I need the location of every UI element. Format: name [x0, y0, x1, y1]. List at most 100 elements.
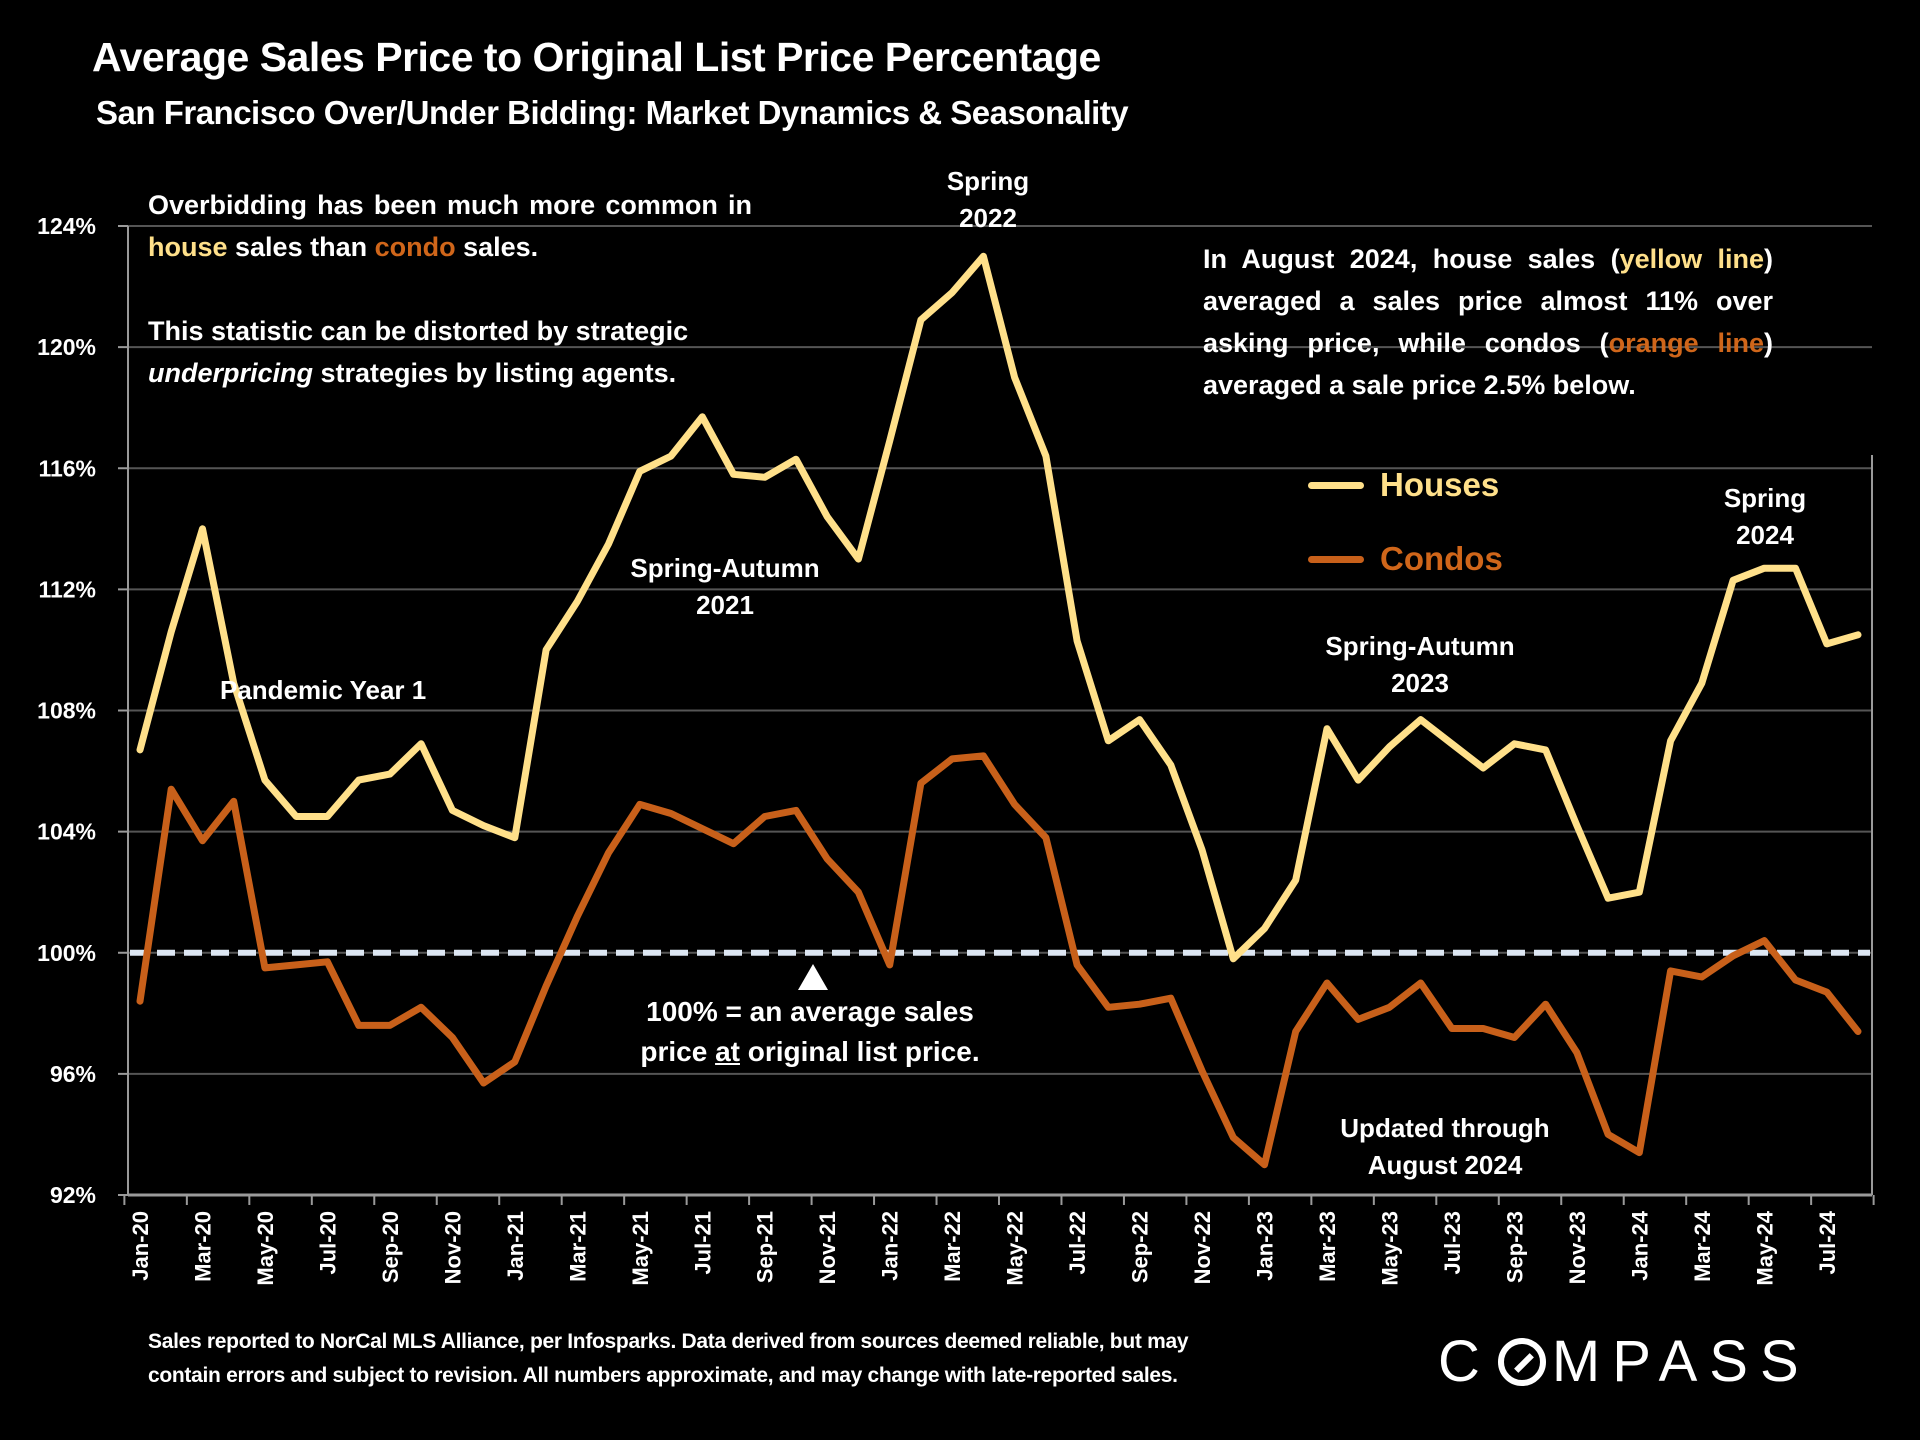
x-tick-label: May-24: [1752, 1210, 1777, 1285]
x-tick-label: May-23: [1377, 1211, 1402, 1286]
y-tick-label: 124%: [37, 213, 96, 239]
note-text: Overbidding has been much more common in: [148, 190, 752, 220]
note-house-highlight: house: [148, 232, 228, 262]
note-overbidding-p2: This statistic can be distorted by strat…: [148, 310, 752, 394]
legend-item-houses: Houses: [1308, 448, 1503, 522]
annotation-spring-2024: Spring 2024: [1695, 480, 1835, 554]
y-tick-label: 116%: [38, 455, 96, 481]
series-group: [136, 252, 1862, 1169]
x-tick-label: Jul-21: [690, 1211, 715, 1275]
legend-label-condos: Condos: [1380, 540, 1503, 577]
y-tick-label: 104%: [37, 819, 96, 845]
note-text: sales.: [455, 232, 539, 262]
legend: Houses Condos: [1308, 448, 1503, 596]
x-tick-label: Jan-24: [1627, 1210, 1652, 1280]
x-tick-label: Jan-23: [1253, 1211, 1278, 1281]
footnote-line: Sales reported to NorCal MLS Alliance, p…: [148, 1330, 1189, 1353]
note-orange-line: orange line: [1608, 328, 1764, 358]
note-text: strategies by listing agents.: [313, 358, 677, 388]
series-line-houses: [136, 252, 1862, 963]
x-tick-label: May-22: [1003, 1211, 1028, 1286]
annotation-line: 2021: [696, 590, 754, 620]
y-tick-label: 96%: [50, 1061, 96, 1087]
legend-swatch-condos: [1308, 555, 1364, 563]
annotation-line: Updated through: [1340, 1113, 1550, 1143]
note-text: This statistic can be distorted by strat…: [148, 316, 689, 346]
x-tick-label: Nov-21: [815, 1211, 840, 1284]
x-tick-label: Sep-20: [378, 1211, 403, 1283]
x-tick-label: Jul-20: [315, 1211, 340, 1275]
x-tick-label: Jan-21: [503, 1211, 528, 1281]
annotation-text: original list price.: [739, 1036, 980, 1067]
note-text: sales than: [227, 232, 375, 262]
annotation-line: price at original list price.: [620, 1032, 1000, 1072]
baseline-arrow-icon: [798, 964, 828, 990]
x-tick-label: Jul-22: [1065, 1211, 1090, 1275]
note-yellow-line: yellow line: [1619, 244, 1764, 274]
compass-logo: C MPASS: [1438, 1328, 1811, 1395]
x-tick-label: Mar-24: [1690, 1210, 1715, 1282]
annotation-line: 2023: [1391, 668, 1449, 698]
note-text: In August 2024, house sales (: [1203, 244, 1620, 274]
y-tick-label: 100%: [37, 940, 96, 966]
note-text: ) averaged a sale price 2.5% below.: [1203, 328, 1773, 400]
y-tick-label: 112%: [38, 576, 96, 602]
annotation-line: 100% = an average sales: [646, 996, 974, 1027]
annotation-spring-2022: Spring 2022: [918, 163, 1058, 237]
note-overbidding: Overbidding has been much more common in…: [148, 184, 752, 394]
x-tick-label: Jul-23: [1440, 1211, 1465, 1275]
annotation-line: 2024: [1736, 520, 1794, 550]
annotation-underlined: at: [715, 1036, 740, 1067]
footnote-line: contain errors and subject to revision. …: [148, 1364, 1178, 1387]
compass-o-icon: [1497, 1337, 1546, 1386]
annotation-line: August 2024: [1367, 1150, 1523, 1180]
annotation-line: Spring-Autumn: [1325, 631, 1515, 661]
x-tick-label: Nov-20: [440, 1211, 465, 1284]
note-august-2024: In August 2024, house sales (yellow line…: [1203, 238, 1773, 406]
annotation-baseline-explainer: 100% = an average sales price at origina…: [620, 992, 1000, 1072]
x-tick-label: Sep-22: [1128, 1211, 1153, 1283]
y-tick-label: 92%: [50, 1182, 96, 1208]
x-tick-label: Jan-20: [128, 1211, 153, 1281]
logo-text: C: [1438, 1329, 1492, 1394]
note-condo-highlight: condo: [374, 232, 456, 262]
x-tick-label: May-21: [628, 1211, 653, 1286]
x-tick-label: Mar-21: [565, 1211, 590, 1282]
footnote: Sales reported to NorCal MLS Alliance, p…: [148, 1325, 1189, 1393]
x-tick-label: Mar-22: [940, 1211, 965, 1282]
x-tick-label: Nov-23: [1565, 1211, 1590, 1284]
x-tick-label: Jul-24: [1815, 1210, 1840, 1274]
gridlines: [128, 225, 1872, 1075]
x-tick-label: Sep-23: [1502, 1211, 1527, 1283]
legend-swatch-houses: [1308, 481, 1364, 489]
annotation-line: Spring: [1723, 483, 1807, 513]
note-overbidding-p1: Overbidding has been much more common in…: [148, 184, 752, 268]
annotation-line: Spring: [946, 166, 1030, 196]
x-tick-label: Sep-21: [753, 1211, 778, 1283]
annotation-updated-through: Updated through August 2024: [1310, 1110, 1580, 1184]
y-tick-label: 120%: [37, 334, 96, 360]
y-tick-label: 108%: [37, 698, 96, 724]
x-tick-label: Mar-20: [190, 1211, 215, 1282]
annotation-line: 2022: [959, 203, 1017, 233]
annotation-pandemic-year-1: Pandemic Year 1: [220, 675, 427, 705]
x-tick-label: Mar-23: [1315, 1211, 1340, 1282]
logo-text: MPASS: [1551, 1329, 1811, 1394]
annotation-line: Spring-Autumn: [630, 553, 820, 583]
chart-subtitle: San Francisco Over/Under Bidding: Market…: [96, 94, 1129, 131]
annotation-spring-autumn-2021: Spring-Autumn 2021: [610, 550, 840, 624]
chart-title: Average Sales Price to Original List Pri…: [92, 34, 1101, 80]
note-text: ) averaged a sales price almost 11% over…: [1203, 244, 1773, 358]
x-tick-label: May-20: [253, 1211, 278, 1286]
series-line-condos: [136, 752, 1862, 1169]
x-axis: Jan-20 Mar-20 May-20 Jul-20 Sep-20 Nov-20 Jan-…: [123, 1193, 1875, 1286]
annotation-spring-autumn-2023: Spring-Autumn 2023: [1300, 628, 1540, 702]
note-emphasis: underpricing: [148, 358, 314, 388]
x-tick-label: Nov-22: [1190, 1211, 1215, 1284]
legend-label-houses: Houses: [1380, 466, 1500, 503]
legend-item-condos: Condos: [1308, 522, 1503, 596]
annotation-text: price: [640, 1036, 716, 1067]
y-axis: 92% 96% 100% 104% 108% 112% 116% 120% 124%: [37, 213, 1873, 1208]
x-tick-label: Jan-22: [878, 1211, 903, 1281]
